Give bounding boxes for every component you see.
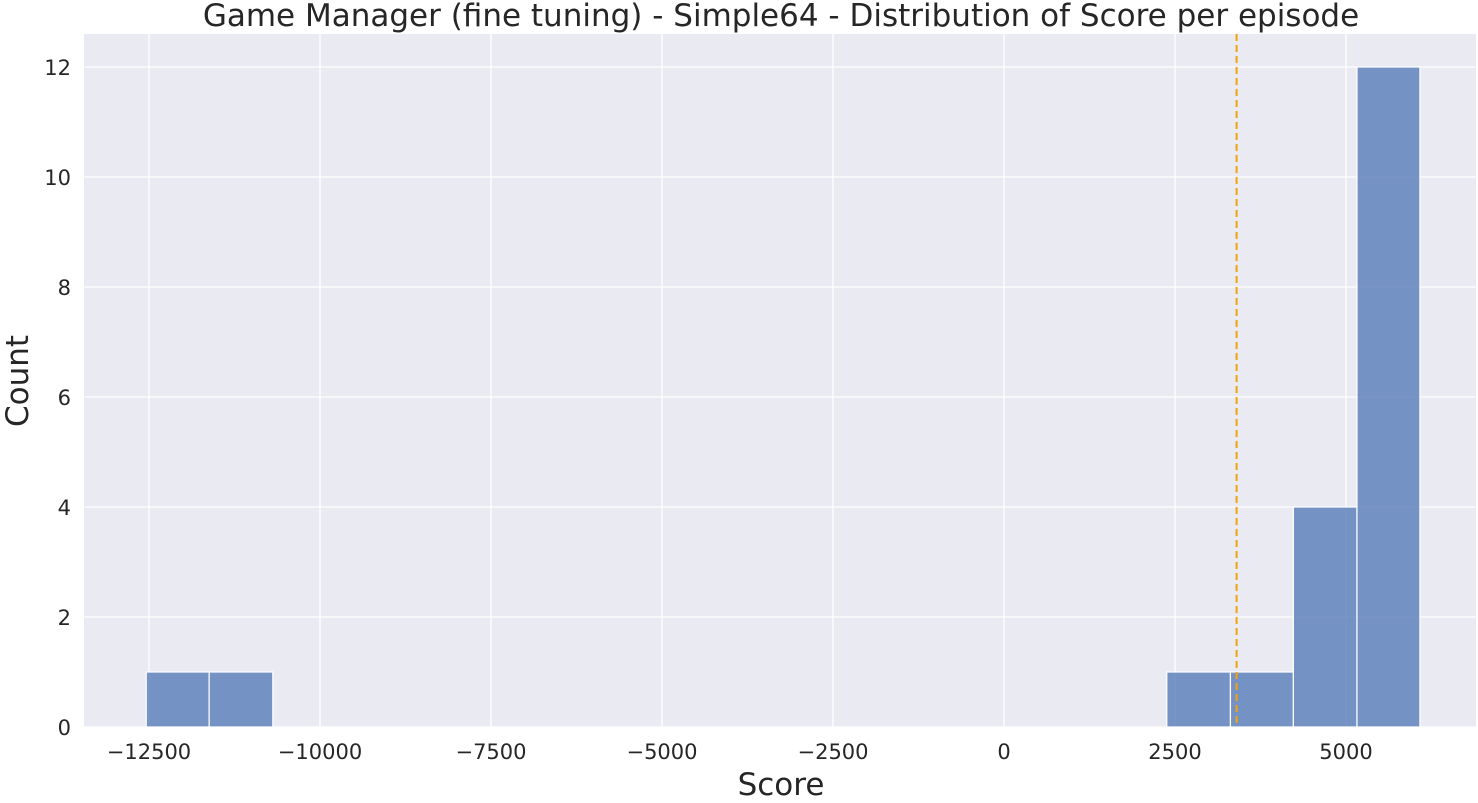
chart-title: Game Manager (fine tuning) - Simple64 - …: [203, 0, 1359, 34]
x-tick-label: −10000: [278, 740, 362, 764]
y-tick-label: 8: [58, 276, 71, 300]
histogram-bar-3: [1229, 671, 1294, 728]
y-axis-label: Count: [0, 335, 36, 427]
y-tick-labels: 0 2 4 6 8 10 12: [44, 56, 71, 740]
histogram-bar-2: [1166, 671, 1232, 728]
x-tick-label: 5000: [1319, 740, 1372, 764]
x-tick-labels: −12500 −10000 −7500 −5000 −2500 0 2500 5000: [107, 740, 1373, 764]
y-tick-label: 2: [58, 606, 71, 630]
x-tick-label: −5000: [626, 740, 697, 764]
x-tick-label: 2500: [1148, 740, 1201, 764]
x-axis-label: Score: [738, 767, 825, 803]
histogram-bar-1: [208, 671, 274, 728]
y-tick-label: 10: [44, 166, 71, 190]
x-tick-label: 0: [997, 740, 1010, 764]
y-tick-label: 12: [44, 56, 71, 80]
histogram-bar-4: [1292, 506, 1358, 728]
y-tick-label: 6: [58, 386, 71, 410]
histogram-bar-0: [145, 671, 210, 728]
x-tick-label: −2500: [797, 740, 868, 764]
plot-area: [84, 34, 1476, 727]
histogram-bars: [145, 66, 1421, 728]
y-tick-label: 0: [58, 716, 71, 740]
grid-lines: [84, 34, 1476, 728]
x-tick-label: −7500: [455, 740, 526, 764]
histogram-bar-5: [1356, 66, 1421, 728]
y-tick-label: 4: [58, 496, 71, 520]
x-tick-label: −12500: [107, 740, 191, 764]
